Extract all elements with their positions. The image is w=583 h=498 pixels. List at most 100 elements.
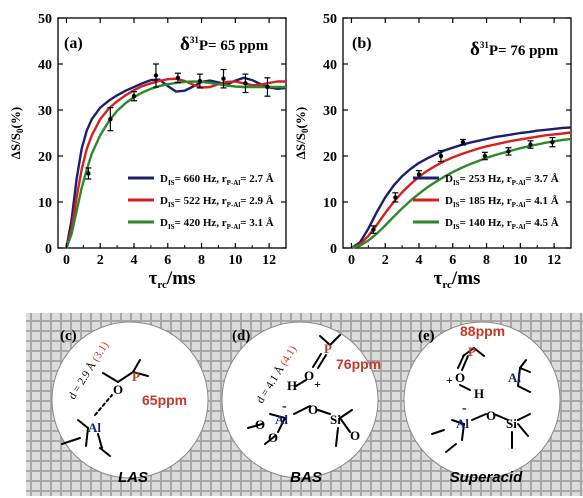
chart-a-data-point-5 bbox=[196, 73, 203, 89]
superacid-atom-p: P bbox=[468, 344, 476, 359]
chart-a-data-point-6 bbox=[220, 68, 227, 89]
chart-b-x-ticks: 0 2 4 6 8 10 12 bbox=[348, 18, 572, 268]
superacid-atom-al: Al bbox=[456, 416, 469, 431]
chart-b-annotation-sup: 31 bbox=[480, 40, 490, 50]
las-atom-o: O bbox=[113, 382, 123, 397]
chart-a-plot-area bbox=[57, 17, 287, 249]
chart-a-xtick-label-5: 10 bbox=[228, 253, 242, 268]
superacid-caption: Superacid bbox=[450, 469, 523, 486]
las-atom-p: P bbox=[132, 369, 140, 384]
chart-a-ytick-label-0: 0 bbox=[45, 242, 52, 257]
chart-b-xtick-label-1: 2 bbox=[382, 253, 389, 268]
chart-a-xtick-label-4: 8 bbox=[198, 253, 205, 268]
chart-a-xtick-label-0: 0 bbox=[63, 253, 70, 268]
scheme-panel-las: (c) P O Al 65ppm d = 2.9 Å (3.1) bbox=[51, 321, 209, 486]
superacid-molecule bbox=[431, 347, 531, 453]
chart-a-xlabel-sub: rc bbox=[157, 279, 167, 291]
chart-b-xtick-label-4: 8 bbox=[483, 253, 490, 268]
svg-text:ΔS/S0(%): ΔS/S0(%) bbox=[8, 107, 25, 159]
chart-b-legend-label-2: DIS= 140 Hz, rP-Al= 4.5 Å bbox=[445, 217, 559, 231]
chart-a-points bbox=[85, 63, 271, 180]
chart-b-x-axis-label: τrc/ms bbox=[434, 268, 481, 291]
scheme: (c) P O Al 65ppm d = 2.9 Å (3.1) bbox=[26, 313, 583, 496]
superacid-atom-minus: - bbox=[462, 401, 467, 416]
chart-a-data-point-8 bbox=[264, 77, 271, 97]
chart-b-ytick-label-1: 10 bbox=[323, 196, 337, 211]
chart-b-ylabel-sub: 0 bbox=[300, 128, 310, 133]
chart-a-legend-label-1: DIS= 522 Hz, rP-Al= 2.9 Å bbox=[160, 195, 274, 209]
chart-a-y-axis-label: ΔS/S0(%) bbox=[8, 107, 25, 159]
bas-atom-o-top: O bbox=[304, 368, 314, 383]
chart-a-data-point-4 bbox=[174, 72, 181, 84]
chart-b-xtick-label-0: 0 bbox=[348, 253, 355, 268]
las-circle bbox=[51, 321, 209, 479]
chart-b-y-axis-label: ΔS/S0(%) bbox=[293, 107, 310, 159]
chart-b-ytick-label-2: 20 bbox=[323, 150, 337, 165]
chart-a-data-point-0 bbox=[85, 167, 92, 180]
chart-a-xtick-label-3: 6 bbox=[164, 253, 171, 268]
superacid-atom-o-bridge: O bbox=[486, 408, 496, 423]
chart-a-xlabel-main: τ bbox=[149, 268, 158, 289]
chart-b-xtick-label-3: 6 bbox=[449, 253, 456, 268]
chart-b-legend-label-1: DIS= 185 Hz, rP-Al= 4.1 Å bbox=[445, 195, 559, 209]
chart-a-legend-label-2: DIS= 420 Hz, rP-Al= 3.1 Å bbox=[160, 217, 274, 231]
bas-atom-o-left: O bbox=[255, 417, 265, 432]
las-caption: LAS bbox=[118, 469, 148, 486]
superacid-atom-plus: + bbox=[446, 373, 453, 387]
chart-b-data-point-7 bbox=[527, 140, 534, 149]
chart-b-data-point-5 bbox=[481, 151, 488, 161]
superacid-ppm-label: 88ppm bbox=[460, 323, 505, 339]
chart-b-data-point-3 bbox=[437, 149, 444, 163]
scheme-panel-bas: (d) P O + H Al - bbox=[221, 321, 381, 486]
chart-a-data-point-3 bbox=[152, 63, 159, 88]
superacid-atom-h: H bbox=[474, 386, 484, 401]
las-letter: (c) bbox=[60, 328, 77, 344]
bas-circle bbox=[221, 321, 379, 479]
bas-atom-o-bottom: O bbox=[268, 430, 278, 445]
chart-b-data-point-0 bbox=[370, 225, 377, 234]
chart-a-xtick-label-2: 4 bbox=[131, 253, 138, 268]
chart-b-annotation-rest: P= 76 ppm bbox=[489, 43, 559, 59]
chart-b-series-line-1 bbox=[350, 131, 572, 250]
chart-b-legend: DIS= 253 Hz, rP-Al= 3.7 Å DIS= 185 Hz, rP… bbox=[413, 173, 559, 231]
bas-atom-p: P bbox=[324, 341, 332, 356]
chart-a-y-ticks: 0 10 20 30 40 50 bbox=[38, 12, 286, 257]
chart-b-xlabel-main: τ bbox=[434, 268, 443, 289]
chart-a-ytick-label-1: 10 bbox=[38, 196, 52, 211]
chart-b-xtick-label-5: 10 bbox=[513, 253, 527, 268]
chart-b-ytick-label-0: 0 bbox=[330, 242, 337, 257]
superacid-atom-al-top: Al bbox=[508, 370, 521, 385]
chart-a-annotation-sup: 31 bbox=[190, 35, 200, 45]
chart-a-ytick-label-4: 40 bbox=[38, 58, 52, 73]
bas-letter: (d) bbox=[232, 328, 250, 344]
chart-a-annotation-delta: δ bbox=[180, 34, 190, 55]
chart-a-annotation-rest: P= 65 ppm bbox=[199, 38, 269, 54]
chart-b-points bbox=[370, 137, 556, 234]
chart-b-data-point-1 bbox=[392, 192, 399, 203]
chart-b: 0 2 4 6 8 10 12 0 10 20 30 40 50 (b) δ31P= 76 ppm Δ… bbox=[293, 12, 572, 291]
bas-atom-si: Si bbox=[330, 412, 341, 427]
chart-a-data-point-7 bbox=[242, 73, 249, 94]
superacid-letter: (e) bbox=[418, 328, 435, 344]
chart-a-data-point-2 bbox=[131, 90, 137, 102]
bas-atom-o-si-right: O bbox=[350, 428, 360, 443]
chart-b-series-line-2 bbox=[351, 137, 572, 250]
chart-b-xlabel-sub: rc bbox=[442, 279, 452, 291]
chart-a: 0 2 4 6 8 10 12 0 10 20 30 40 50 (a) δ31P= 65 ppm Δ… bbox=[8, 12, 287, 291]
bas-caption: BAS bbox=[290, 469, 322, 486]
bas-atom-o-bridge: O bbox=[308, 402, 318, 417]
chart-b-data-point-8 bbox=[549, 137, 556, 148]
chart-a-xtick-label-1: 2 bbox=[97, 253, 104, 268]
chart-b-xtick-label-6: 12 bbox=[547, 253, 561, 268]
chart-b-ylabel-tail: (%) bbox=[293, 107, 308, 129]
chart-a-legend-label-0: DIS= 660 Hz, rP-Al= 2.7 Å bbox=[160, 173, 274, 187]
chart-a-ylabel-main: ΔS/S bbox=[8, 133, 23, 159]
bas-atom-al: Al bbox=[275, 412, 288, 427]
chart-b-ytick-label-5: 50 bbox=[323, 12, 337, 27]
chart-a-ylabel-tail: (%) bbox=[8, 107, 23, 129]
chart-a-ytick-label-2: 20 bbox=[38, 150, 52, 165]
chart-a-panel-label: (a) bbox=[64, 35, 83, 52]
chart-b-panel-label: (b) bbox=[352, 35, 372, 52]
chart-b-annotation-delta: δ bbox=[470, 39, 480, 60]
